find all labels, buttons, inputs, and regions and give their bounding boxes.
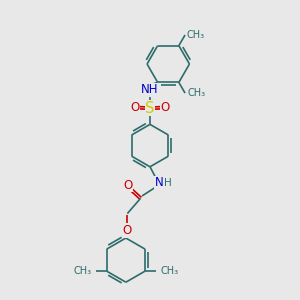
Text: CH₃: CH₃ bbox=[188, 88, 206, 98]
Text: O: O bbox=[123, 224, 132, 237]
Text: S: S bbox=[145, 101, 155, 116]
Text: O: O bbox=[123, 178, 133, 191]
Text: CH₃: CH₃ bbox=[73, 266, 91, 276]
Text: H: H bbox=[164, 178, 172, 188]
Text: NH: NH bbox=[141, 83, 159, 96]
Text: O: O bbox=[130, 101, 139, 114]
Text: CH₃: CH₃ bbox=[160, 266, 179, 276]
Text: CH₃: CH₃ bbox=[187, 30, 205, 40]
Text: N: N bbox=[154, 176, 163, 190]
Text: O: O bbox=[161, 101, 170, 114]
